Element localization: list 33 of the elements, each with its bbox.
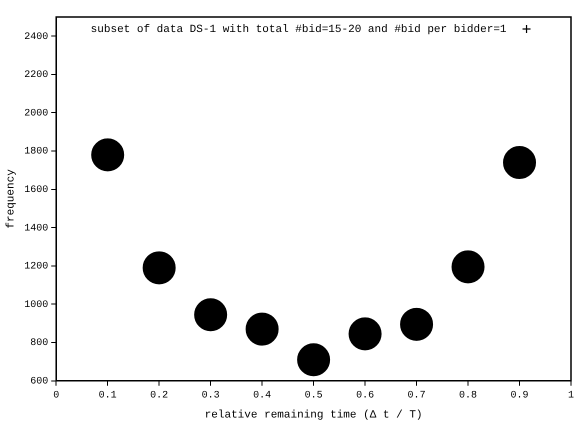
x-tick-label: 0 — [53, 390, 60, 402]
y-tick-label: 1800 — [24, 146, 48, 158]
y-tick-label: 1200 — [24, 262, 48, 273]
point — [503, 146, 536, 180]
x-tick-label: 0.8 — [459, 390, 478, 402]
x-tick-label: 0.9 — [510, 390, 529, 402]
legend-label: subset of data DS-1 with total #bid=15-20 and #bid per bidder=1 — [90, 24, 507, 36]
x-tick-label: 0.3 — [202, 390, 220, 402]
x-tick-label: 0.6 — [356, 390, 374, 402]
x-tick-label: 0.4 — [253, 390, 272, 402]
x-tick-label: 1 — [568, 390, 574, 402]
y-tick-label: 800 — [30, 338, 48, 350]
y-tick-label: 600 — [30, 376, 48, 388]
y-tick-label: 1600 — [24, 184, 48, 196]
y-tick-label: 2200 — [24, 70, 48, 82]
point — [194, 298, 228, 332]
x-axis-title: relative remaining time (Δ t / T) — [204, 409, 423, 422]
y-tick-label: 2400 — [24, 32, 48, 43]
point — [246, 312, 279, 346]
point — [452, 250, 485, 284]
y-tick-label: 1000 — [24, 300, 48, 311]
point — [91, 138, 124, 172]
y-tick-label: 2000 — [24, 108, 48, 120]
y-tick-label: 1400 — [24, 223, 48, 234]
point — [400, 308, 434, 341]
x-tick-label: 0.7 — [408, 390, 426, 402]
y-axis-title: frequency — [6, 168, 18, 229]
point — [348, 317, 382, 350]
point — [142, 251, 176, 284]
x-tick-label: 0.1 — [98, 390, 117, 402]
x-tick-label: 0.2 — [150, 390, 168, 402]
x-tick-label: 0.5 — [304, 390, 323, 402]
point — [297, 343, 330, 376]
